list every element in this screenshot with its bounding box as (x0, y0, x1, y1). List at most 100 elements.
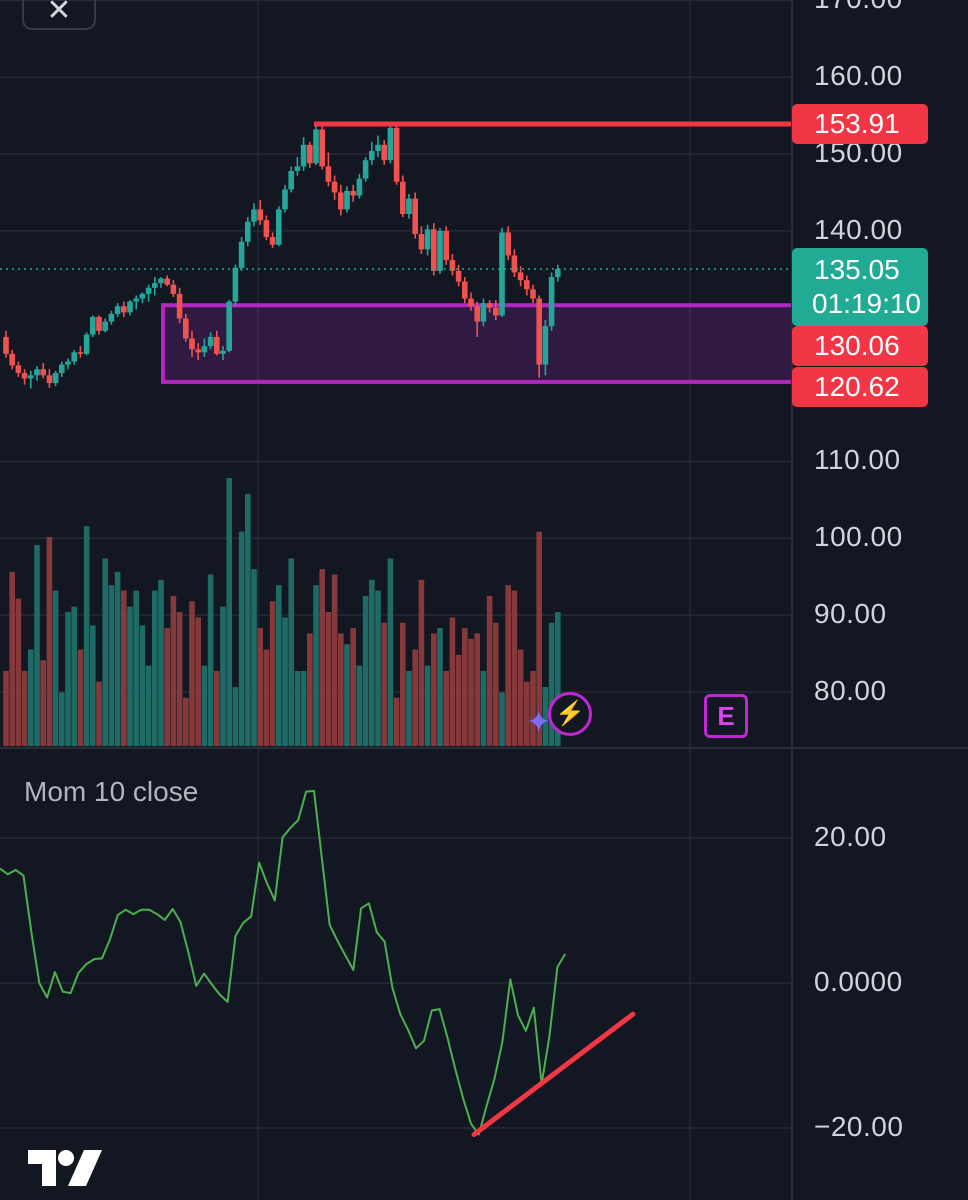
lightning-icon[interactable]: ⚡ (548, 692, 592, 736)
candle-body (331, 181, 338, 193)
volume-bar (443, 670, 449, 746)
volume-bar (548, 622, 555, 746)
candle-body (344, 190, 350, 210)
volume-bar (34, 545, 40, 746)
volume-bar (524, 681, 530, 746)
sparkle-icon[interactable]: ✦ (526, 706, 552, 739)
volume-bar (462, 628, 468, 746)
candle-body (474, 306, 480, 322)
volume-bar (393, 697, 400, 746)
volume-bar (263, 649, 270, 746)
volume-bar (102, 558, 108, 746)
price-tick-label: 80.00 (814, 675, 887, 706)
candle-body (431, 229, 437, 271)
volume-bar (238, 531, 245, 746)
volume-bar (344, 644, 350, 746)
price-tag-zone-top: 130.06 (792, 326, 928, 366)
volume-bar (505, 585, 511, 746)
price-annotations (0, 121, 792, 270)
price-tick-label: 100.00 (814, 521, 903, 553)
tradingview-logo-icon (28, 1150, 102, 1186)
candle-body (517, 272, 524, 281)
volume-bar (493, 622, 499, 746)
volume-bar (251, 569, 257, 746)
volume-bar (201, 665, 208, 746)
indicator-title: Mom 10 close (24, 776, 199, 807)
candle-body (183, 318, 189, 339)
price-tag-resistance: 153.91 (792, 104, 928, 144)
candle-body (152, 283, 158, 288)
candle-body (307, 144, 313, 164)
volume-bar (3, 670, 9, 746)
candle-body (133, 298, 139, 302)
volume-bar (300, 670, 307, 746)
candle-body (381, 144, 387, 161)
candle-body (511, 255, 518, 273)
candle-body (263, 220, 270, 238)
candle-body (59, 364, 65, 374)
volume-bar (555, 612, 561, 746)
volume-bar (59, 692, 65, 746)
earnings-icon[interactable]: E (704, 694, 748, 738)
volume-bar (245, 494, 251, 746)
candle-body (214, 336, 220, 354)
volume-bars (3, 478, 561, 746)
volume-bar (294, 670, 301, 746)
close-button[interactable]: ✕ (22, 0, 96, 30)
candle-body (139, 293, 146, 299)
volume-bar (257, 628, 263, 746)
volume-bar (220, 606, 226, 746)
candle-body (71, 352, 77, 362)
candle-body (164, 278, 170, 285)
candle-body (251, 209, 257, 222)
candle-body (145, 287, 152, 294)
volume-bar (338, 633, 344, 746)
volume-bar (356, 665, 363, 746)
volume-bar (83, 526, 90, 746)
candle-body (319, 129, 325, 167)
volume-bar (542, 687, 549, 746)
candle-body (480, 303, 487, 322)
volume-bar (325, 612, 332, 746)
volume-bar (449, 617, 456, 746)
candle-body (245, 221, 251, 242)
volume-bar (362, 595, 369, 746)
volume-bar (46, 536, 53, 746)
candle-body (282, 189, 288, 210)
volume-bar (71, 606, 77, 746)
candle-body (3, 336, 9, 354)
volume-bar (114, 571, 121, 746)
volume-bar (536, 531, 542, 746)
candle-body (65, 361, 71, 365)
volume-bar (406, 670, 412, 746)
candle-body (238, 241, 245, 268)
volume-bar (288, 558, 294, 746)
last-price-value: 135.05 (814, 254, 900, 285)
volume-bar (77, 649, 84, 746)
volume-bar (40, 660, 46, 746)
volume-bar (133, 590, 139, 746)
candle-body (276, 209, 282, 245)
volume-bar (207, 574, 214, 746)
candle-body (400, 181, 406, 214)
price-tick-label: 170.00 (814, 0, 903, 15)
volume-bar (176, 612, 183, 746)
candle-body (505, 232, 511, 256)
candle-body (40, 369, 46, 376)
price-tick-label: 110.00 (814, 444, 901, 476)
candle-body (455, 270, 462, 282)
volume-bar (96, 681, 102, 746)
candle-body (338, 192, 344, 210)
candle-body (21, 373, 28, 379)
candle-body (127, 301, 133, 313)
candle-body (170, 284, 177, 294)
volume-bar (195, 617, 201, 746)
volume-bar (152, 590, 158, 746)
volume-bar (474, 633, 480, 746)
volume-bar (319, 569, 325, 746)
candle-body (195, 349, 201, 353)
candle-body (207, 336, 214, 347)
candle-body (220, 350, 226, 354)
candle-body (393, 127, 400, 182)
